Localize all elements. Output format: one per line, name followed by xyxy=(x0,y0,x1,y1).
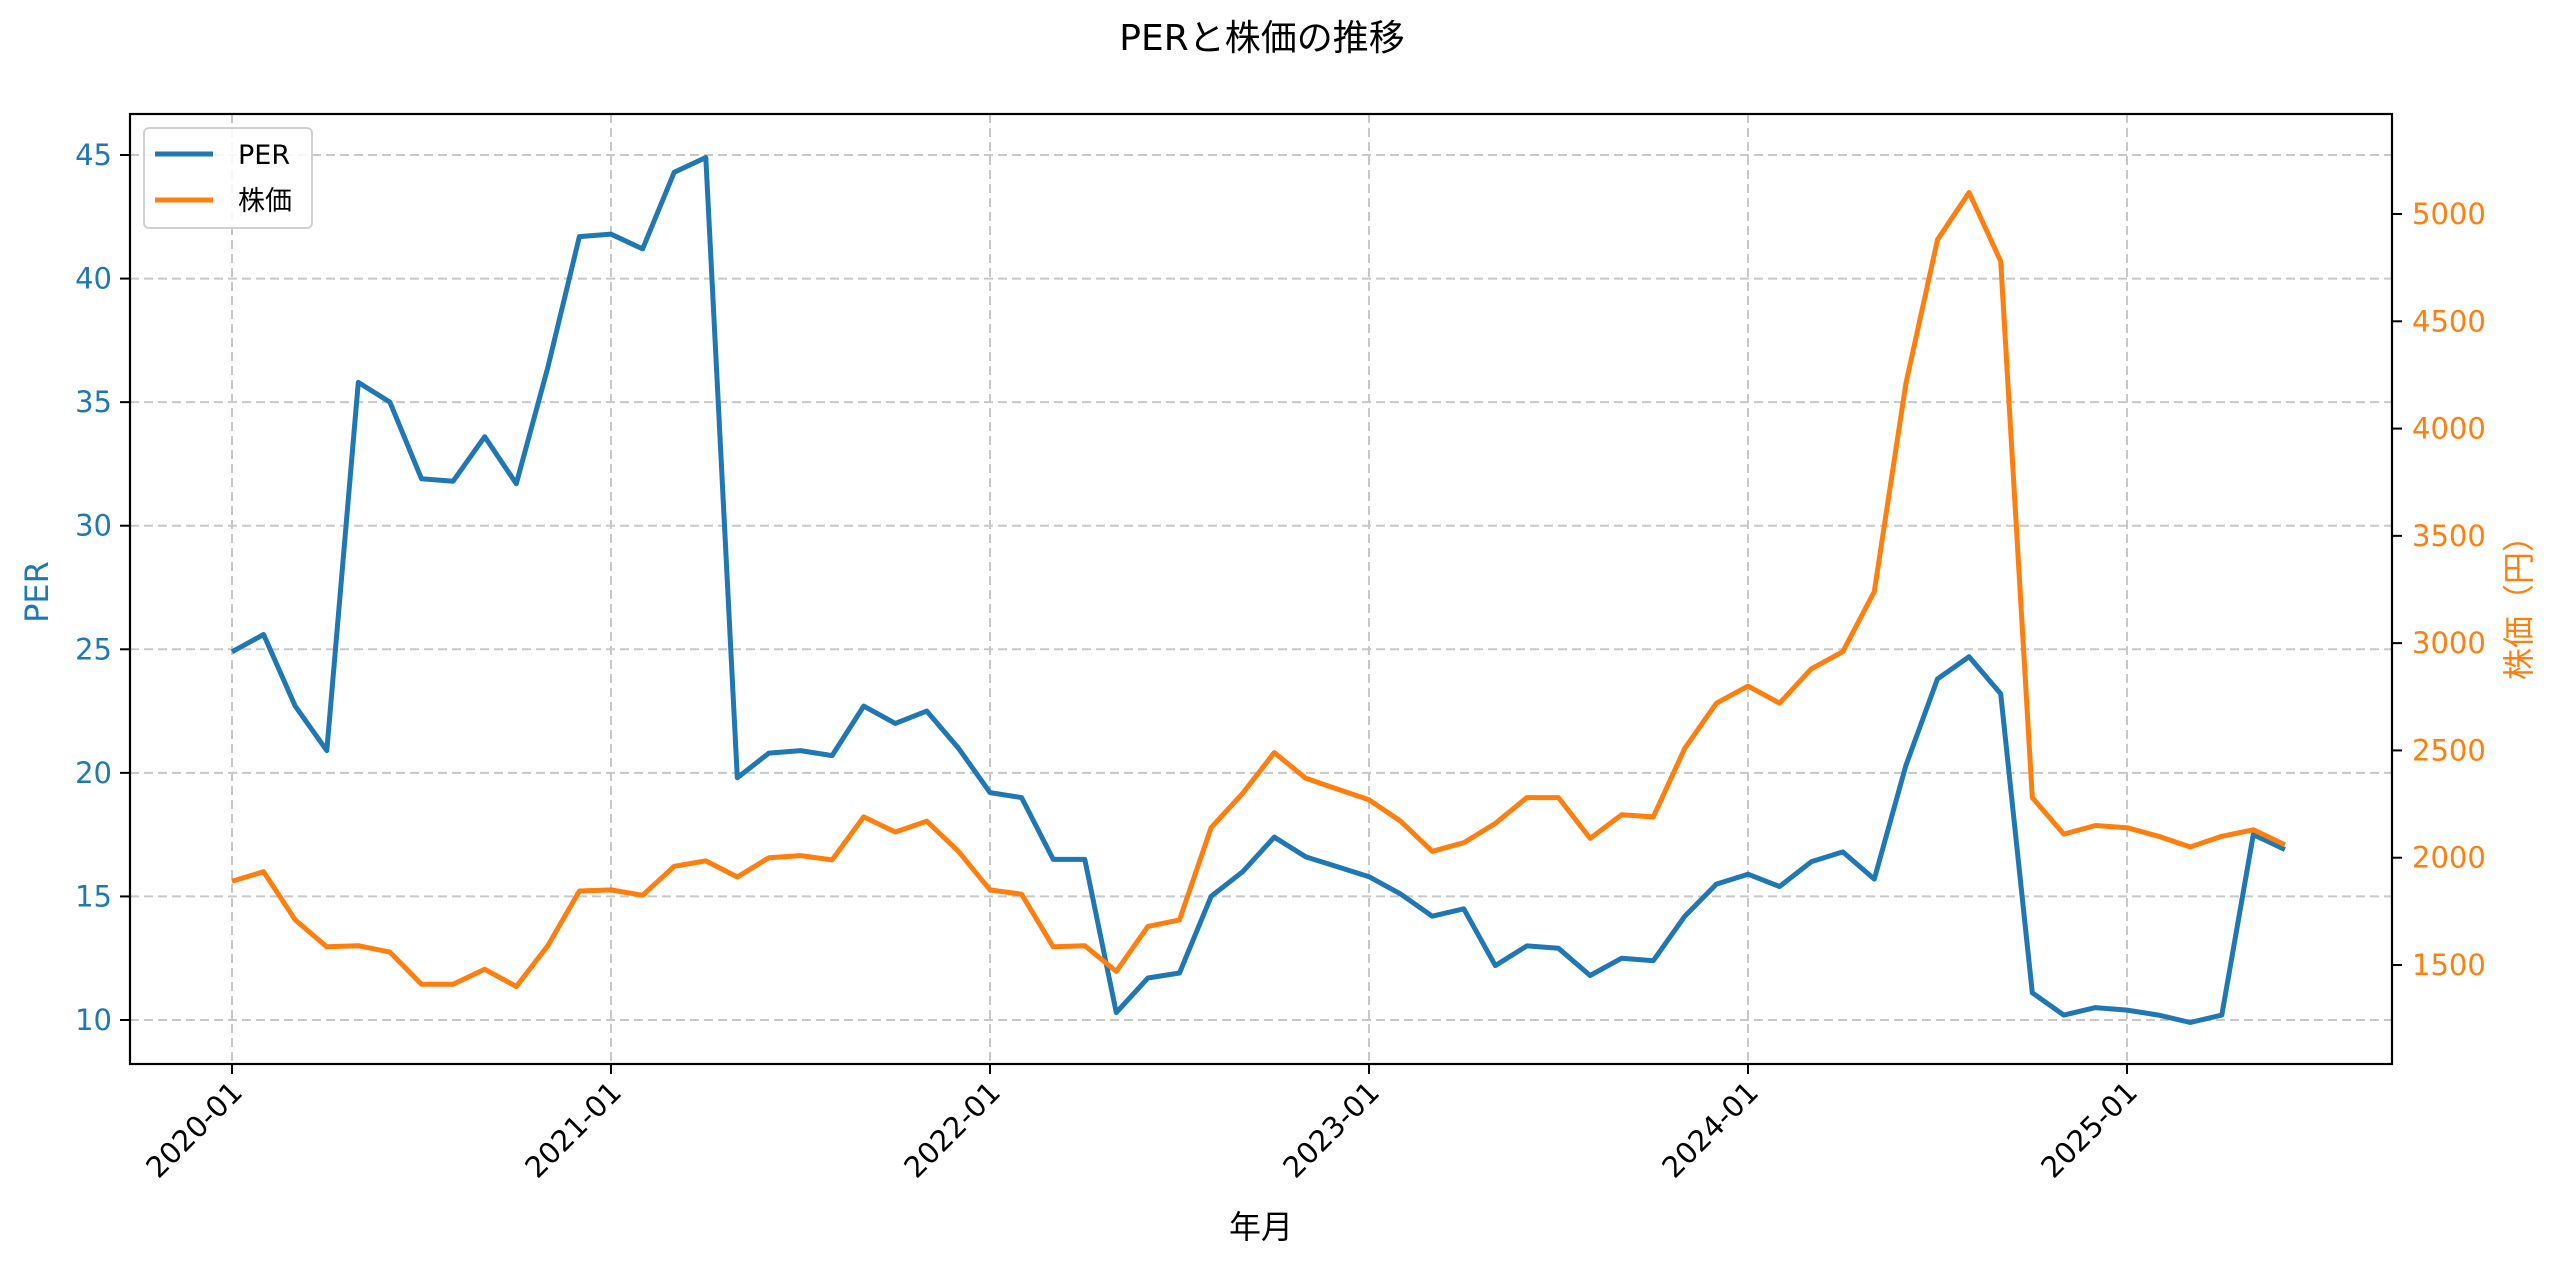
x-axis: 2020-01 2021-01 2022-01 2023-01 2024-01 2025-… xyxy=(139,1064,2144,1185)
left-tick-label: 40 xyxy=(75,262,112,296)
x-tick-label: 2023-01 xyxy=(1276,1075,1386,1185)
per-line xyxy=(230,155,2286,1025)
left-tick-label: 35 xyxy=(75,385,112,419)
legend: PER 株価 xyxy=(143,127,313,229)
left-tick-label: 10 xyxy=(75,1003,112,1037)
chart-title: PERと株価の推移 xyxy=(1119,18,1404,59)
left-y-axis: 10 15 20 25 30 35 40 45 xyxy=(75,138,130,1037)
x-tick-label: 2025-01 xyxy=(2034,1075,2144,1185)
x-tick-label: 2024-01 xyxy=(1655,1075,1765,1185)
x-tick-label: 2022-01 xyxy=(897,1075,1007,1185)
right-tick-label: 4500 xyxy=(2412,304,2486,338)
left-tick-label: 25 xyxy=(75,632,112,666)
plot-frame xyxy=(128,112,2394,1066)
left-axis-label: PER xyxy=(18,561,56,623)
right-axis-label: 株価（円） xyxy=(2500,520,2538,680)
left-tick-label: 20 xyxy=(75,756,112,790)
x-tick-label: 2020-01 xyxy=(139,1075,249,1185)
right-tick-label: 5000 xyxy=(2412,197,2486,231)
left-tick-label: 45 xyxy=(75,138,112,172)
right-y-axis: 1500 2000 2500 3000 3500 4000 4500 5000 xyxy=(2392,197,2486,982)
grid-lines xyxy=(130,114,2392,1064)
legend-price-label: 株価 xyxy=(238,186,292,217)
right-tick-label: 3000 xyxy=(2412,626,2486,660)
left-tick-label: 30 xyxy=(75,509,112,543)
right-tick-label: 4000 xyxy=(2412,412,2486,446)
x-axis-label: 年月 xyxy=(1229,1208,1293,1246)
right-tick-label: 2000 xyxy=(2412,841,2486,875)
x-tick-label: 2021-01 xyxy=(518,1075,628,1185)
price-line xyxy=(231,190,2286,989)
right-tick-label: 2500 xyxy=(2412,733,2486,767)
right-tick-label: 3500 xyxy=(2412,519,2486,553)
right-tick-label: 1500 xyxy=(2412,948,2486,982)
legend-per-label: PER xyxy=(238,140,290,171)
left-tick-label: 15 xyxy=(75,879,112,913)
data-series xyxy=(230,155,2286,1025)
